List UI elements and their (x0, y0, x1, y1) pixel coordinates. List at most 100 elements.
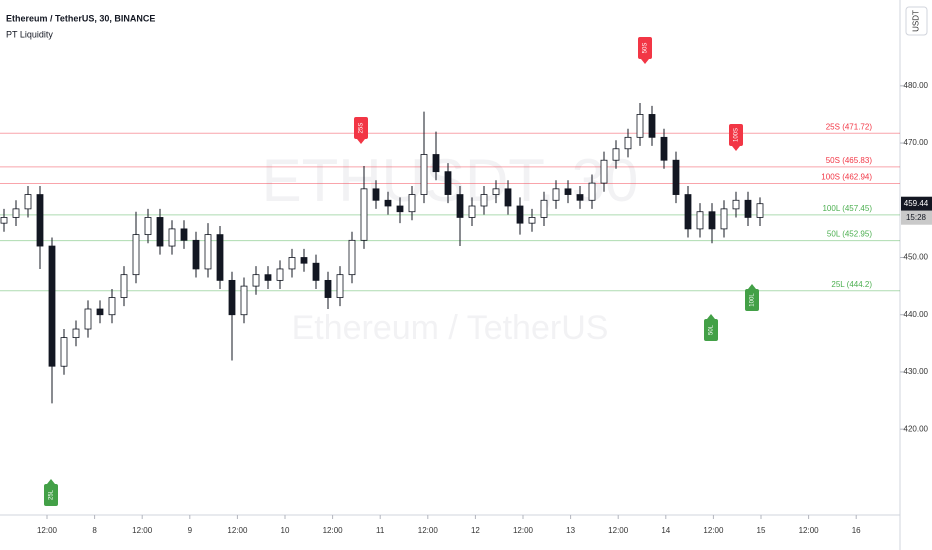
candle-body (132, 234, 140, 276)
signal-marker-tip (748, 284, 756, 289)
candle-body (204, 234, 212, 270)
x-tick-label: 12:00 (799, 526, 820, 535)
indicator-name: PT Liquidity (6, 29, 53, 39)
candle-body (312, 262, 320, 281)
x-tick-label: 10 (281, 526, 290, 535)
last-price-label: 459.44 (904, 199, 929, 208)
candle-body (24, 194, 32, 210)
candle-body (660, 136, 668, 161)
currency-button[interactable] (905, 6, 928, 36)
signal-marker (354, 117, 368, 139)
signal-marker-label: 25L (49, 489, 55, 500)
candle-body (576, 194, 584, 201)
candle-body (360, 188, 368, 241)
candle-body (144, 217, 152, 236)
x-tick-label: 12:00 (513, 526, 534, 535)
signal-marker (638, 37, 652, 59)
y-tick-label: 450.00 (904, 253, 929, 262)
candle-body (372, 188, 380, 201)
candle-body (732, 199, 740, 210)
candle-body (540, 199, 548, 218)
x-tick-label: 12:00 (227, 526, 248, 535)
candle-body (612, 148, 620, 161)
x-tick-label: 12:00 (608, 526, 629, 535)
candle-body (504, 188, 512, 207)
x-tick-label: 12:00 (418, 526, 439, 535)
candle-body (432, 154, 440, 173)
last-price-box (901, 196, 932, 211)
level-label: 25L (444.2) (831, 280, 872, 289)
signal-marker-label: 50L (709, 324, 715, 335)
candle-body (408, 194, 416, 213)
candle-body (528, 217, 536, 224)
candle-body (480, 194, 488, 207)
signal-marker-label: 100S (734, 128, 740, 142)
candle-body (636, 114, 644, 138)
candle-body (216, 234, 224, 281)
signal-marker-label: 25S (359, 123, 365, 134)
candle-body (276, 268, 284, 281)
candle-body (756, 203, 764, 218)
candle-body (744, 199, 752, 218)
currency-label: USDT (912, 10, 921, 32)
countdown-box (901, 210, 932, 225)
signal-marker (729, 124, 743, 146)
candle-body (492, 188, 500, 195)
candle-body (48, 245, 56, 367)
candle-body (600, 159, 608, 184)
candle-body (96, 308, 104, 316)
candle-body (156, 217, 164, 247)
candle-body (324, 279, 332, 298)
candle-body (60, 337, 68, 367)
signal-marker-tip (641, 59, 649, 64)
candle-body (588, 182, 596, 201)
candle-body (648, 114, 656, 138)
x-tick-label: 12:00 (37, 526, 58, 535)
level-label: 50L (452.95) (827, 230, 872, 239)
x-tick-label: 12 (471, 526, 480, 535)
candle-body (264, 274, 272, 281)
candle-body (552, 188, 560, 201)
candle-body (420, 154, 428, 195)
candle-body (384, 199, 392, 207)
y-tick-label: 420.00 (904, 424, 929, 433)
signal-marker (745, 289, 759, 311)
y-tick-label: 430.00 (904, 367, 929, 376)
signal-marker-label: 50S (643, 43, 649, 54)
candle-body (300, 257, 308, 264)
y-tick-label: 470.00 (904, 138, 929, 147)
candle-body (720, 208, 728, 230)
x-tick-label: 14 (661, 526, 670, 535)
candle-body (624, 136, 632, 150)
candle-body (708, 211, 716, 230)
candle-body (564, 188, 572, 195)
level-label: 25S (471.72) (826, 122, 873, 131)
x-tick-label: 12:00 (132, 526, 153, 535)
signal-marker-label: 100L (750, 293, 756, 307)
candle-body (0, 217, 8, 224)
x-tick-label: 9 (188, 526, 193, 535)
candle-body (228, 279, 236, 316)
x-tick-label: 15 (757, 526, 766, 535)
watermark-sub: Ethereum / TetherUS (292, 309, 609, 347)
level-label: 50S (465.83) (826, 156, 873, 165)
candle-body (180, 228, 188, 241)
candle-body (120, 274, 128, 298)
signal-marker-tip (707, 314, 715, 319)
candle-body (336, 274, 344, 298)
signal-marker-tip (357, 139, 365, 144)
candle-body (288, 257, 296, 270)
candle-body (252, 274, 260, 287)
candle-body (84, 308, 92, 330)
y-tick-label: 480.00 (904, 81, 929, 90)
candle-body (672, 159, 680, 195)
candle-body (696, 211, 704, 230)
candle-body (12, 208, 20, 218)
x-tick-label: 13 (566, 526, 575, 535)
signal-marker-tip (732, 146, 740, 151)
candle-body (444, 171, 452, 195)
candle-body (108, 297, 116, 316)
y-tick-label: 440.00 (904, 310, 929, 319)
x-tick-label: 12:00 (323, 526, 344, 535)
